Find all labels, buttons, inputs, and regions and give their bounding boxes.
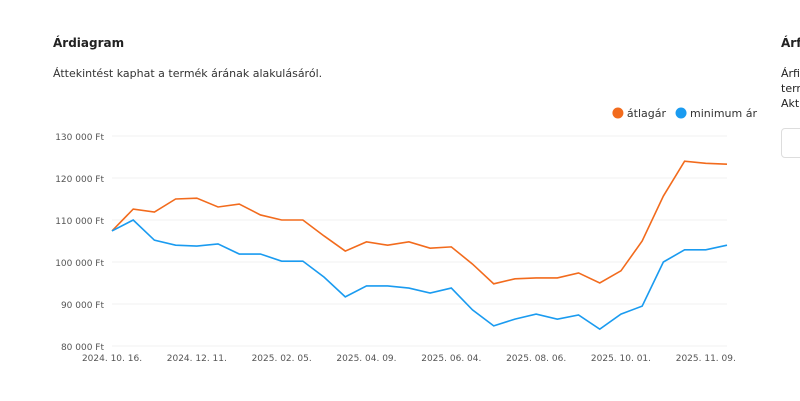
x-tick-label: 2025. 04. 09.: [336, 354, 396, 364]
side-text: Árfi: [781, 67, 800, 80]
y-tick-label: 100 000 Ft: [55, 259, 104, 269]
y-tick-label: 80 000 Ft: [61, 343, 105, 353]
chart: 80 000 Ft 90 000 Ft 100 000 Ft 110 000 Ft 12…: [55, 107, 757, 364]
x-tick-label: 2024. 10. 16.: [82, 354, 142, 364]
x-tick-label: 2025. 08. 06.: [506, 354, 566, 364]
section-subtitle: Áttekintést kaphat a termék árának alaku…: [53, 67, 323, 80]
y-tick-label: 110 000 Ft: [55, 217, 104, 227]
legend-label: minimum ár: [690, 107, 757, 120]
x-tick-label: 2025. 06. 04.: [421, 354, 481, 364]
y-tick-label: 90 000 Ft: [61, 301, 105, 311]
x-tick-label: 2025. 10. 01.: [591, 354, 651, 364]
side-box[interactable]: [781, 128, 800, 158]
side-title: Árf: [781, 36, 800, 50]
legend-label: átlagár: [627, 107, 667, 120]
x-tick-label: 2025. 02. 05.: [252, 354, 312, 364]
line: [111, 160, 728, 285]
x-tick-label: 2024. 12. 11.: [167, 354, 227, 364]
y-tick-label: 120 000 Ft: [55, 175, 104, 185]
x-tick-label: 2025. 11. 09.: [676, 354, 736, 364]
side-text: term: [781, 82, 800, 95]
side-text: Aktu: [781, 97, 800, 110]
line: [111, 219, 728, 331]
section-title: Árdiagram: [53, 36, 125, 50]
legend-dot: [675, 107, 687, 119]
y-tick-label: 130 000 Ft: [55, 133, 104, 143]
legend-dot: [612, 107, 624, 119]
